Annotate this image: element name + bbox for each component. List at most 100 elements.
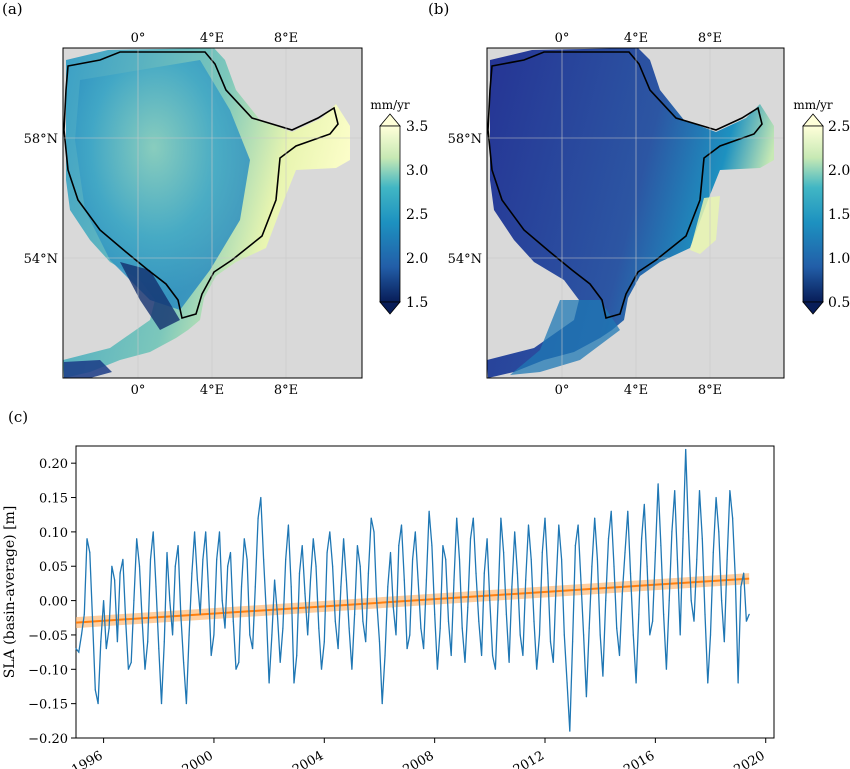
sla-data-point [425,579,427,581]
sla-data-point [701,538,703,540]
sla-data-point [329,531,331,533]
sla-data-point [378,641,381,643]
sla-data-point [229,551,232,554]
sla-data-point [646,565,648,567]
sla-data-point [160,703,163,705]
sla-data-point [370,517,372,519]
sla-data-point [75,648,77,650]
sla-data-point [596,558,599,560]
sla-data-point [254,586,256,588]
sla-data-point [185,703,187,705]
panel-a-lon-tick: 8°E [274,31,298,46]
sla-data-point [91,620,94,622]
sla-data-point [171,634,174,636]
panel-a-colorbar-tick: 2.5 [406,207,428,223]
y-tick-label: 0.15 [39,492,68,507]
sla-data-point [663,613,665,615]
sla-data-point [709,634,712,636]
panel-b-lon-tick: 0° [555,31,570,46]
sla-data-point [679,634,681,636]
sla-data-point [585,696,587,698]
panel-a-colorbar-tick: 2.0 [406,251,428,267]
sla-data-point [431,545,433,547]
y-tick-label: −0.10 [28,663,68,678]
panel-a-contour [63,51,339,320]
sla-data-point [387,586,389,588]
sla-data-point [475,572,477,574]
sla-data-point [453,579,455,581]
sla-data-point [610,510,612,512]
sla-data-point [552,661,554,664]
sla-data-point [555,586,557,588]
sla-data-point [384,654,386,657]
sla-data-point [293,682,295,684]
sla-data-point [147,641,149,643]
sla-data-point [235,668,237,670]
panel-a-colorbar-tick: 3.5 [406,119,428,135]
sla-data-point [558,524,560,526]
sla-data-point [414,531,416,533]
sla-data-point [144,668,146,670]
sla-data-point [309,579,312,581]
panel-a-label: (a) [2,0,23,18]
sla-data-point [737,682,739,684]
sla-data-point [629,572,632,574]
sla-data-point [621,593,623,595]
sla-data-point [127,668,130,670]
y-tick-label: 0.00 [39,595,68,610]
sla-data-point [116,641,118,643]
sla-data-point [549,641,552,643]
sla-data-point [80,634,83,636]
sla-data-point [365,641,367,643]
sla-data-point [591,565,593,567]
sla-data-point [685,448,687,451]
panel-b-lat-tick: 58°N [448,132,482,147]
sla-data-point [676,558,679,560]
x-tick-label: 2012 [511,748,547,769]
sla-data-point [458,558,461,560]
sla-data-point [494,668,496,670]
sla-data-point [638,613,640,615]
sla-data-point [100,641,102,643]
sla-data-point [547,572,549,574]
sla-data-point [398,545,400,547]
sla-data-point [748,613,750,615]
sla-data-point [392,606,394,609]
sla-data-point [657,483,659,485]
sla-data-point [434,613,436,615]
sla-data-point [251,648,254,650]
sla-data-point [210,654,212,657]
panel-b-colorbar: mm/yr 2.5 2.0 1.5 1.0 0.5 [793,98,850,315]
sla-data-point [348,627,350,629]
x-tick-label: 2020 [732,748,768,769]
sla-data-point [373,531,375,533]
sla-data-point [607,538,610,540]
sla-data-point [188,634,190,636]
sla-data-point [635,682,637,684]
sla-data-point [665,668,668,670]
sla-data-point [715,496,717,499]
sla-data-point [199,613,201,615]
sla-data-point [423,648,425,650]
sla-data-point [152,531,154,533]
sla-data-point [712,551,714,554]
sla-data-point [389,551,392,554]
y-tick-label: −0.15 [28,698,68,713]
sla-data-point [599,634,601,636]
sla-data-point [406,648,408,650]
sla-data-point [362,620,364,622]
x-tick-label: 2004 [290,748,326,769]
y-tick-label: −0.05 [28,629,68,644]
sla-data-point [417,579,419,581]
sla-data-point [745,620,748,622]
sla-data-point [356,545,359,547]
sla-data-point [486,538,488,540]
sla-data-point [536,668,538,670]
sla-data-point [331,565,334,567]
y-axis: 0.20 0.15 0.10 0.05 0.00 −0.05 −0.10 −0.15 −0.20 [28,457,76,747]
sla-data-point [196,579,198,581]
panel-a-lat-tick: 54°N [24,252,58,267]
sla-data-point [704,613,706,615]
sla-data-point [605,599,607,602]
sla-data-point [216,558,218,560]
